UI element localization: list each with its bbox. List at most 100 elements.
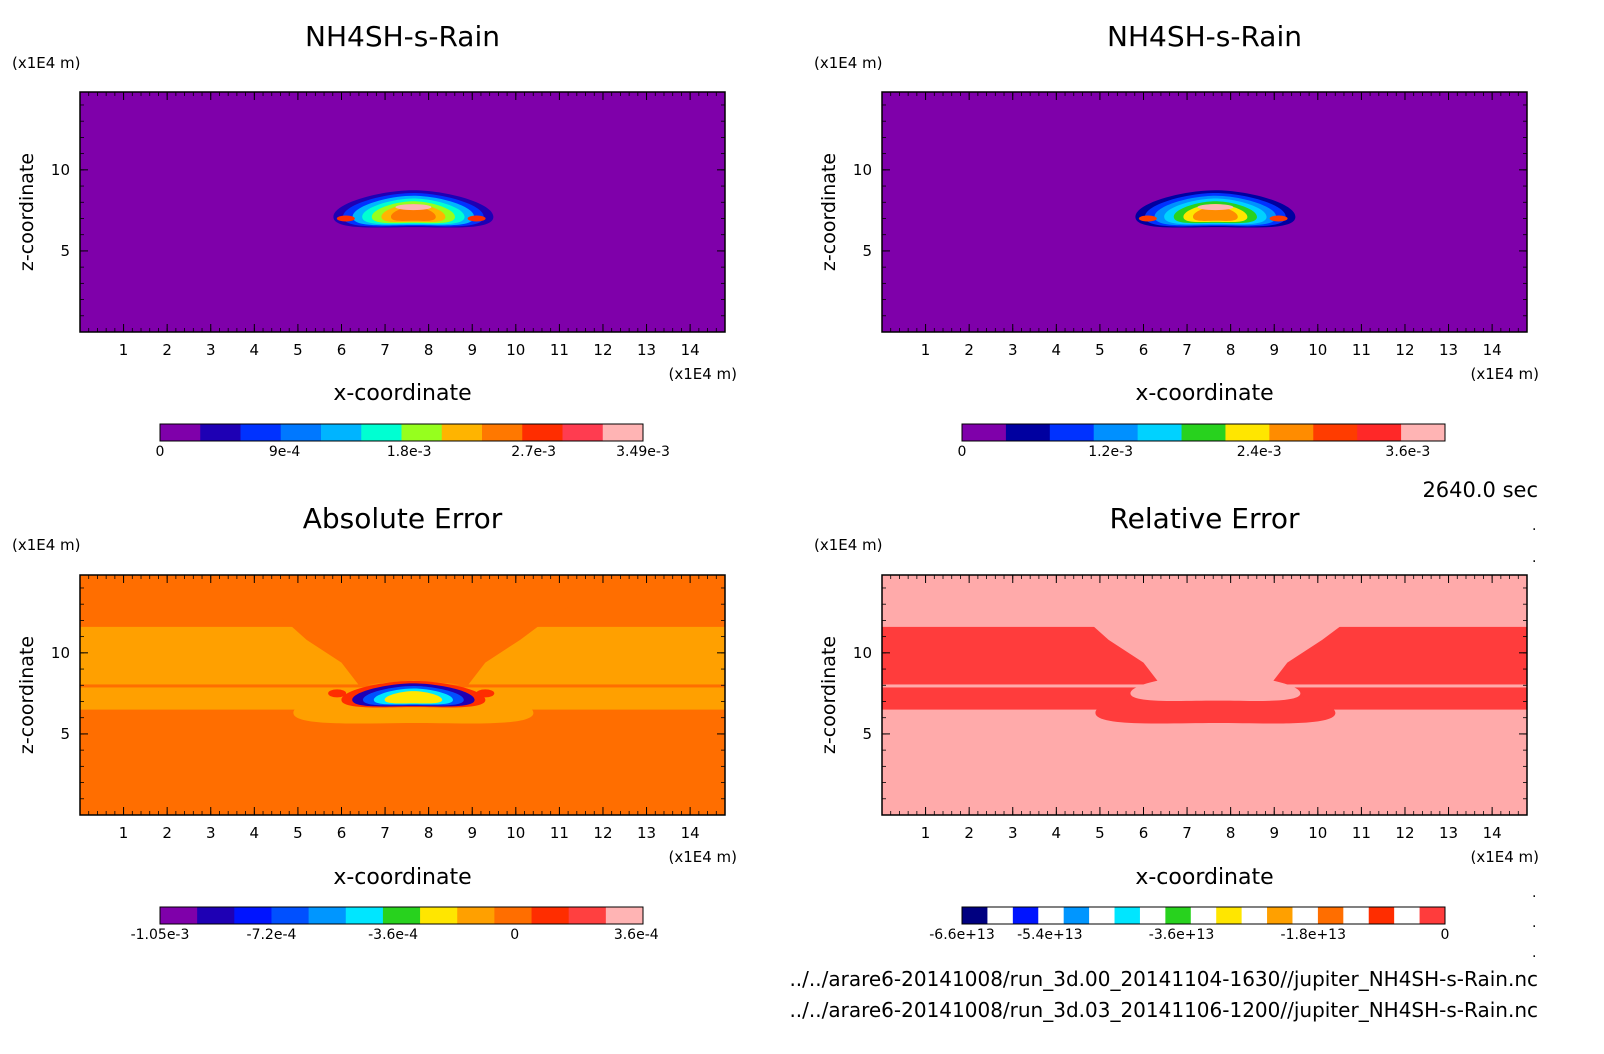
error-contour bbox=[1130, 674, 1301, 702]
x-tick-label: 5 bbox=[1095, 824, 1105, 842]
x-tick-label: 6 bbox=[1139, 824, 1149, 842]
colorbar-tick-label: 3.49e-3 bbox=[616, 444, 670, 460]
colorbar-swatch bbox=[522, 424, 563, 441]
y-tick-label: 5 bbox=[862, 725, 872, 743]
y-unit-label: (x1E4 m) bbox=[814, 54, 883, 72]
colorbar-tick-label: 0 bbox=[958, 444, 967, 460]
colorbar-swatch bbox=[1139, 907, 1166, 924]
x-tick-label: 1 bbox=[119, 341, 129, 359]
rain-peak bbox=[1138, 215, 1157, 222]
colorbar-swatch bbox=[160, 424, 201, 441]
colorbar-swatch bbox=[200, 424, 241, 441]
colorbar-swatch bbox=[1038, 907, 1065, 924]
colorbar-swatch bbox=[420, 907, 458, 924]
colorbar-tick-label: 2.4e-3 bbox=[1237, 444, 1282, 460]
x-tick-label: 3 bbox=[206, 824, 216, 842]
colorbar-swatch bbox=[987, 907, 1014, 924]
rain-contour bbox=[1192, 206, 1238, 221]
y-axis-label: z-coordinate bbox=[818, 153, 840, 271]
x-tick-label: 2 bbox=[162, 341, 172, 359]
colorbar-swatch bbox=[280, 424, 322, 441]
colorbar: 0 9e-4 1.8e-3 2.7e-3 3.49e-3 bbox=[156, 423, 670, 460]
colorbar-swatch bbox=[1114, 907, 1141, 924]
x-tick-label: 12 bbox=[593, 341, 612, 359]
x-tick-label: 4 bbox=[1052, 824, 1062, 842]
colorbar-frame bbox=[961, 423, 1446, 442]
x-tick-label: 9 bbox=[1269, 341, 1279, 359]
colorbar-swatch bbox=[1190, 907, 1217, 924]
colorbar-swatch bbox=[1216, 907, 1243, 924]
x-tick-label: 10 bbox=[506, 341, 525, 359]
colorbar-tick-label: -5.4e+13 bbox=[1017, 927, 1082, 943]
colorbar: -1.05e-3 -7.2e-4 -3.6e-4 0 3.6e-4 bbox=[131, 906, 659, 943]
x-tick-label: 14 bbox=[1483, 341, 1502, 359]
dot-marker: . bbox=[1532, 915, 1536, 931]
colorbar-swatch bbox=[1241, 907, 1268, 924]
heatmap-field bbox=[80, 92, 725, 332]
y-axis-label: z-coordinate bbox=[818, 636, 840, 754]
x-tick-label: 3 bbox=[1008, 824, 1018, 842]
error-plume bbox=[990, 587, 1440, 686]
colorbar-swatch bbox=[1049, 424, 1095, 441]
colorbar-swatch bbox=[1313, 424, 1358, 441]
x-tick-label: 10 bbox=[1308, 341, 1327, 359]
chart-title: NH4SH-s-Rain bbox=[1107, 20, 1302, 53]
x-tick-label: 8 bbox=[424, 824, 434, 842]
x-tick-label: 12 bbox=[1395, 824, 1414, 842]
y-tick-label: 10 bbox=[853, 161, 872, 179]
colorbar-swatch bbox=[345, 907, 384, 924]
colorbar-swatch bbox=[1181, 424, 1226, 441]
rain-peak bbox=[1197, 204, 1234, 211]
x-tick-label: 7 bbox=[380, 341, 390, 359]
x-tick-label: 5 bbox=[1095, 341, 1105, 359]
x-tick-label: 9 bbox=[1269, 824, 1279, 842]
y-tick-label: 5 bbox=[60, 242, 70, 260]
rain-peak bbox=[467, 215, 486, 222]
x-tick-label: 4 bbox=[1052, 341, 1062, 359]
x-tick-label: 11 bbox=[1352, 341, 1371, 359]
colorbar-tick-label: -7.2e-4 bbox=[247, 927, 297, 943]
colorbar-swatch bbox=[1165, 907, 1192, 924]
colorbar: -6.6e+13 -5.4e+13 -3.6e+13 -1.8e+13 0 bbox=[929, 906, 1449, 943]
colorbar-swatch bbox=[160, 907, 198, 924]
x-tick-label: 13 bbox=[1439, 341, 1458, 359]
heatmap-field bbox=[80, 575, 725, 815]
colorbar-swatch bbox=[321, 424, 362, 441]
x-axis-label: x-coordinate bbox=[333, 381, 471, 406]
colorbar-tick-label: 2.7e-3 bbox=[511, 444, 556, 460]
colorbar-frame bbox=[961, 906, 1446, 925]
x-tick-label: 14 bbox=[681, 824, 700, 842]
dot-marker: . bbox=[1532, 945, 1536, 961]
y-tick-label: 5 bbox=[60, 725, 70, 743]
colorbar-frame bbox=[159, 906, 644, 925]
x-tick-label: 14 bbox=[1483, 824, 1502, 842]
chart-panel-1: NH4SH-s-Rain(x1E4 m)(x1E4 m)1 2 3 4 5 6 7 8 9 10 1… bbox=[12, 20, 737, 460]
x-tick-label: 1 bbox=[921, 824, 931, 842]
x-axis-label: x-coordinate bbox=[1135, 381, 1273, 406]
y-unit-label: (x1E4 m) bbox=[814, 536, 883, 554]
colorbar-swatch bbox=[962, 424, 1007, 441]
colorbar-swatch bbox=[1063, 907, 1090, 924]
x-tick-label: 12 bbox=[1395, 341, 1414, 359]
x-tick-label: 9 bbox=[467, 824, 477, 842]
x-tick-label: 10 bbox=[1308, 824, 1327, 842]
colorbar-swatch bbox=[271, 907, 310, 924]
colorbar-swatch bbox=[494, 907, 533, 924]
colorbar-swatch bbox=[361, 424, 402, 441]
dot-marker: . bbox=[1532, 518, 1536, 534]
colorbar-swatch bbox=[240, 424, 282, 441]
y-unit-label: (x1E4 m) bbox=[12, 536, 81, 554]
x-tick-label: 4 bbox=[250, 341, 260, 359]
colorbar-swatch bbox=[482, 424, 523, 441]
x-unit-label: (x1E4 m) bbox=[668, 848, 737, 866]
y-tick-label: 10 bbox=[51, 644, 70, 662]
colorbar-swatch bbox=[602, 424, 644, 441]
colorbar-tick-label: 9e-4 bbox=[269, 444, 301, 460]
colorbar-tick-label: 0 bbox=[156, 444, 165, 460]
colorbar-tick-label: -6.6e+13 bbox=[929, 927, 994, 943]
x-tick-label: 11 bbox=[550, 341, 569, 359]
chart-panel-2: NH4SH-s-Rain(x1E4 m)(x1E4 m)1 2 3 4 5 6 7 8 9 10 1… bbox=[814, 20, 1539, 460]
x-tick-label: 8 bbox=[1226, 824, 1236, 842]
colorbar-swatch bbox=[382, 907, 421, 924]
x-tick-label: 7 bbox=[1182, 824, 1192, 842]
